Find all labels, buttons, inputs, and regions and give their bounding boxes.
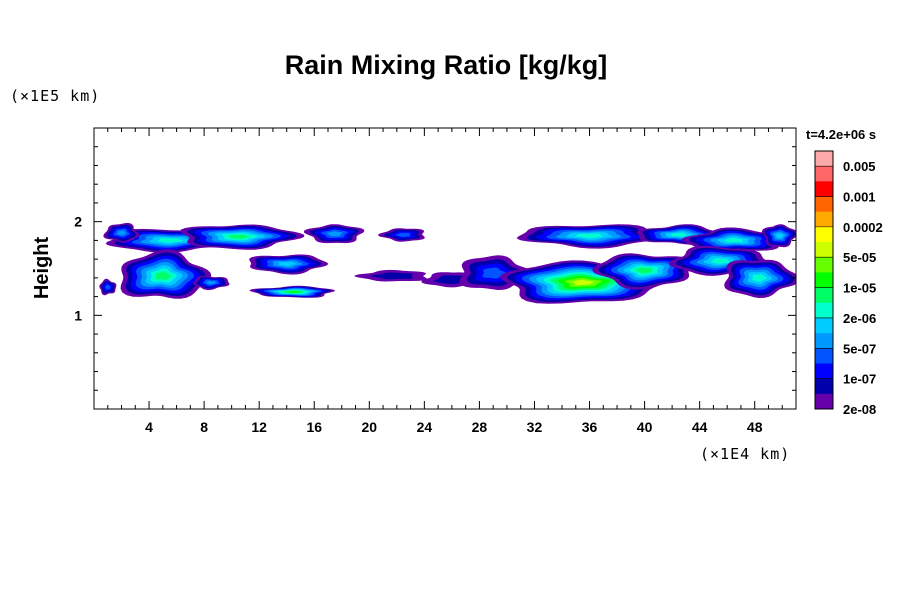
- rain-contour-region: [710, 258, 731, 264]
- rain-contour-region: [206, 280, 216, 285]
- x-tick-label: 48: [747, 419, 763, 435]
- colorbar-label: 0.0002: [843, 220, 883, 235]
- colorbar-swatch: [815, 196, 833, 213]
- rain-contour-region: [326, 231, 343, 237]
- chart-title: Rain Mixing Ratio [kg/kg]: [285, 50, 608, 80]
- colorbar-label: 1e-05: [843, 281, 876, 296]
- colorbar-swatch: [815, 211, 833, 228]
- colorbar-label: 5e-07: [843, 341, 876, 356]
- y-axis-label: Height: [31, 237, 53, 300]
- x-tick-label: 20: [362, 419, 378, 435]
- colorbar-label: 2e-06: [843, 311, 876, 326]
- colorbar-swatch: [815, 151, 833, 167]
- rain-contour-region: [157, 238, 184, 243]
- x-tick-label: 12: [251, 419, 267, 435]
- rain-contour-region: [752, 274, 767, 282]
- time-label: t=4.2e+06 s: [806, 127, 876, 142]
- colorbar-swatch: [815, 317, 833, 334]
- rain-contour-region: [155, 271, 171, 280]
- x-tick-label: 32: [527, 419, 543, 435]
- colorbar-swatch: [815, 257, 833, 273]
- x-tick-label: 8: [200, 419, 208, 435]
- rain-contour-region: [575, 233, 603, 239]
- x-tick-label: 36: [582, 419, 598, 435]
- x-tick-label: 16: [306, 419, 322, 435]
- rain-field-layer: [99, 223, 796, 304]
- colorbar-swatch: [815, 226, 833, 243]
- rain-contour-region: [775, 233, 784, 239]
- colorbar-label: 0.001: [843, 190, 876, 205]
- colorbar-swatch: [815, 181, 833, 197]
- colorbar-label: 0.005: [843, 159, 876, 174]
- colorbar-swatch: [815, 363, 833, 379]
- y-unit-label: (×1E5 km): [10, 87, 100, 105]
- rain-contour-region: [395, 232, 411, 237]
- colorbar-swatch: [815, 333, 833, 349]
- x-tick-label: 24: [417, 419, 433, 435]
- rain-contour-region: [370, 272, 414, 280]
- colorbar-swatch: [815, 272, 833, 288]
- x-tick-label: 28: [472, 419, 488, 435]
- rain-contour-region: [671, 232, 687, 237]
- colorbar-swatch: [815, 393, 833, 410]
- rain-contour-region: [105, 284, 111, 290]
- colorbar: 0.005 0.001 0.0002 5e-05 1e-05 2e-06 5e-07 1e-0…: [814, 150, 883, 417]
- rain-contour-region: [116, 230, 127, 236]
- rain-contour-region: [572, 279, 594, 286]
- colorbar-swatch: [815, 378, 833, 395]
- y-tick-label: 2: [74, 214, 82, 230]
- plot-frame: [93, 127, 797, 410]
- rain-contour-region: [278, 261, 296, 267]
- x-unit-label: (×1E4 km): [700, 445, 790, 463]
- y-tick-label: 1: [74, 307, 82, 323]
- x-ticks: 4 8 12 16 20 24 28 32 36 40 44 48: [107, 128, 783, 435]
- y-ticks: 12: [74, 127, 796, 410]
- rain-contour-region: [635, 267, 653, 274]
- colorbar-swatch: [815, 242, 833, 258]
- x-tick-label: 4: [145, 419, 153, 435]
- colorbar-swatch: [815, 348, 833, 364]
- x-tick-label: 44: [692, 419, 708, 435]
- colorbar-label: 2e-08: [843, 402, 876, 417]
- colorbar-swatch: [815, 302, 833, 319]
- rain-contour-region: [287, 291, 300, 293]
- colorbar-label: 1e-07: [843, 372, 876, 387]
- colorbar-label: 5e-05: [843, 250, 876, 265]
- colorbar-swatch: [815, 287, 833, 304]
- rain-contour-region: [482, 267, 506, 279]
- rain-contour-region: [228, 234, 250, 239]
- rain-contour-region: [724, 238, 743, 243]
- x-tick-label: 40: [637, 419, 653, 435]
- colorbar-swatch: [815, 166, 833, 182]
